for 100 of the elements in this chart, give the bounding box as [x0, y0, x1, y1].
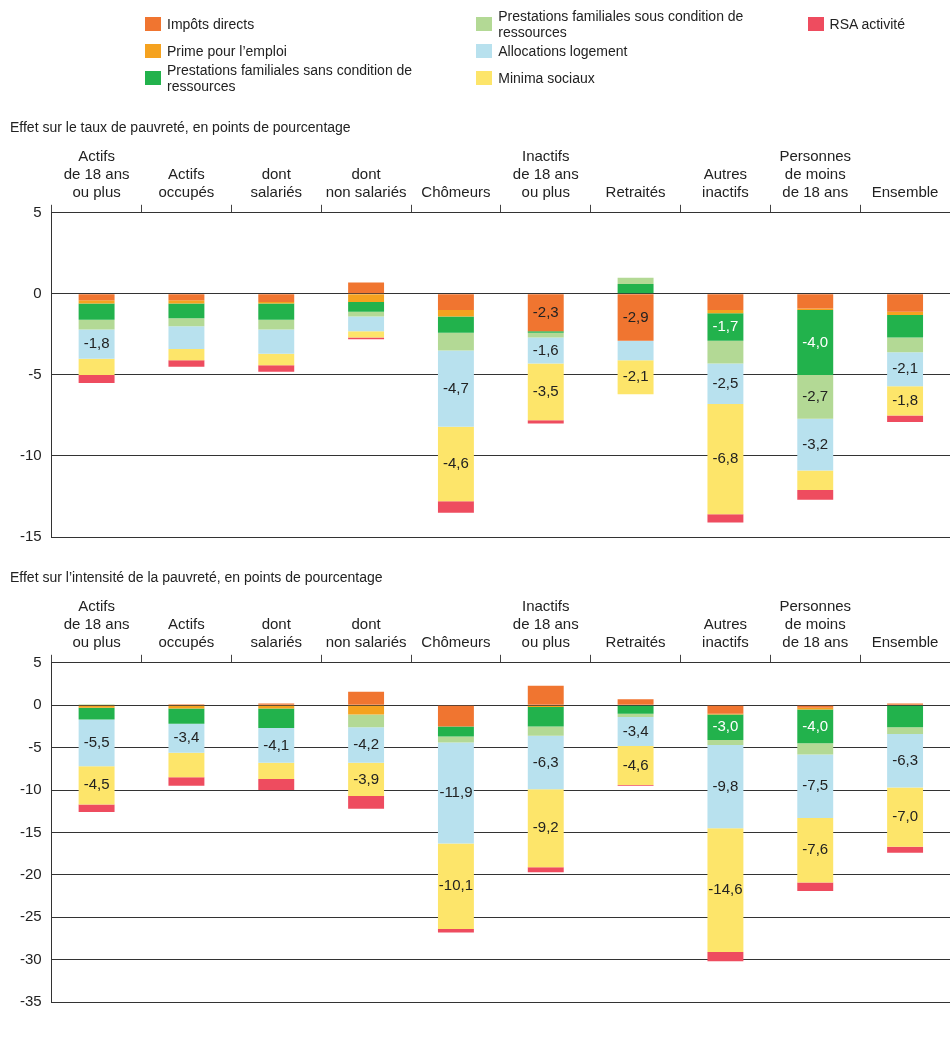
x-tick-label: dont non salariés — [325, 614, 407, 650]
bar — [78, 294, 115, 301]
legend-label: Minima sociaux — [498, 70, 595, 86]
chart-title: Effet sur l’intensité de la pauvreté, en points de pourcentage — [10, 569, 383, 586]
bar — [617, 699, 654, 705]
y-tick-label: 5 — [33, 202, 42, 220]
bar — [168, 326, 205, 349]
bar — [437, 705, 474, 727]
x-tick-label: Ensemble — [871, 632, 939, 650]
data-label: -6,3 — [892, 750, 919, 768]
bar — [437, 742, 474, 844]
bar — [437, 294, 474, 311]
bar — [797, 754, 834, 818]
bar — [707, 745, 744, 829]
bar — [617, 360, 654, 395]
y-tick-label: -25 — [19, 907, 42, 925]
bar — [797, 374, 834, 419]
bar — [707, 294, 744, 311]
bar — [78, 804, 115, 813]
bar — [78, 707, 115, 720]
bar — [258, 294, 295, 302]
data-label: -10,1 — [438, 876, 474, 894]
bar — [258, 762, 295, 779]
x-tick-label: Actifs de 18 ans ou plus — [63, 596, 130, 650]
bar — [437, 843, 474, 930]
bar — [168, 318, 205, 327]
bar — [797, 310, 834, 375]
bar — [707, 340, 744, 364]
data-label: -2,9 — [622, 307, 649, 325]
bar — [887, 415, 924, 422]
bar — [258, 303, 295, 320]
bar — [887, 727, 924, 735]
bar — [617, 745, 654, 785]
data-label: -6,8 — [712, 449, 739, 467]
x-tick-label: Inactifs de 18 ans ou plus — [512, 596, 579, 650]
bar — [887, 311, 924, 315]
data-label: -2,5 — [712, 373, 739, 391]
bar — [887, 314, 924, 338]
data-label: -4,2 — [353, 735, 380, 753]
bar — [348, 705, 385, 715]
data-label: -4,6 — [622, 755, 649, 773]
bar — [78, 319, 115, 330]
bar — [887, 352, 924, 387]
bar — [78, 303, 115, 320]
bar — [168, 294, 205, 301]
bar — [707, 739, 744, 746]
bar — [258, 778, 295, 790]
data-label: -4,0 — [802, 332, 829, 350]
bar — [797, 743, 834, 755]
legend-label: RSA activité — [829, 16, 905, 32]
bar — [797, 709, 834, 744]
bar — [527, 294, 564, 332]
bar — [258, 353, 295, 366]
bar — [527, 337, 564, 364]
bar — [617, 277, 654, 285]
y-tick-label: -30 — [19, 949, 42, 967]
bar — [797, 294, 834, 309]
bar — [707, 363, 744, 405]
bar — [258, 705, 295, 709]
y-tick-label: -10 — [19, 446, 42, 464]
bar — [168, 300, 205, 304]
data-label: -2,1 — [622, 367, 649, 385]
bar — [437, 316, 474, 333]
bar — [437, 310, 474, 317]
data-label: -3,4 — [622, 721, 649, 739]
x-tick-label: dont salariés — [250, 614, 303, 650]
bar — [707, 705, 744, 714]
bar — [168, 723, 205, 753]
x-tick-label: Actifs occupés — [158, 614, 215, 650]
bar — [527, 363, 564, 421]
y-tick-label: -5 — [28, 737, 42, 755]
bar — [78, 719, 115, 767]
bar — [258, 319, 295, 330]
x-tick-label: Personnes de moins de 18 ans — [779, 146, 852, 200]
data-label: -2,7 — [802, 386, 829, 404]
bar — [887, 294, 924, 312]
x-tick-label: Actifs occupés — [158, 164, 215, 200]
bar — [797, 470, 834, 490]
bar — [348, 294, 385, 302]
bar — [168, 777, 205, 786]
bar — [348, 282, 385, 294]
bar — [348, 301, 385, 312]
bar — [437, 332, 474, 351]
data-label: -3,0 — [712, 717, 739, 735]
y-tick-label: -15 — [19, 822, 42, 840]
x-tick-label: Inactifs de 18 ans ou plus — [512, 146, 579, 200]
bar — [437, 726, 474, 737]
data-label: -4,5 — [83, 775, 110, 793]
data-label: -7,0 — [892, 807, 919, 825]
x-tick-label: dont salariés — [250, 164, 303, 200]
bar — [348, 714, 385, 728]
data-label: -3,9 — [353, 769, 380, 787]
bar — [707, 313, 744, 341]
y-tick-label: -35 — [19, 992, 42, 1010]
data-label: -7,6 — [802, 840, 829, 858]
bar — [887, 337, 924, 353]
bar — [527, 735, 564, 790]
y-tick-label: 0 — [33, 695, 42, 713]
bar — [78, 358, 115, 375]
bar — [617, 340, 654, 361]
